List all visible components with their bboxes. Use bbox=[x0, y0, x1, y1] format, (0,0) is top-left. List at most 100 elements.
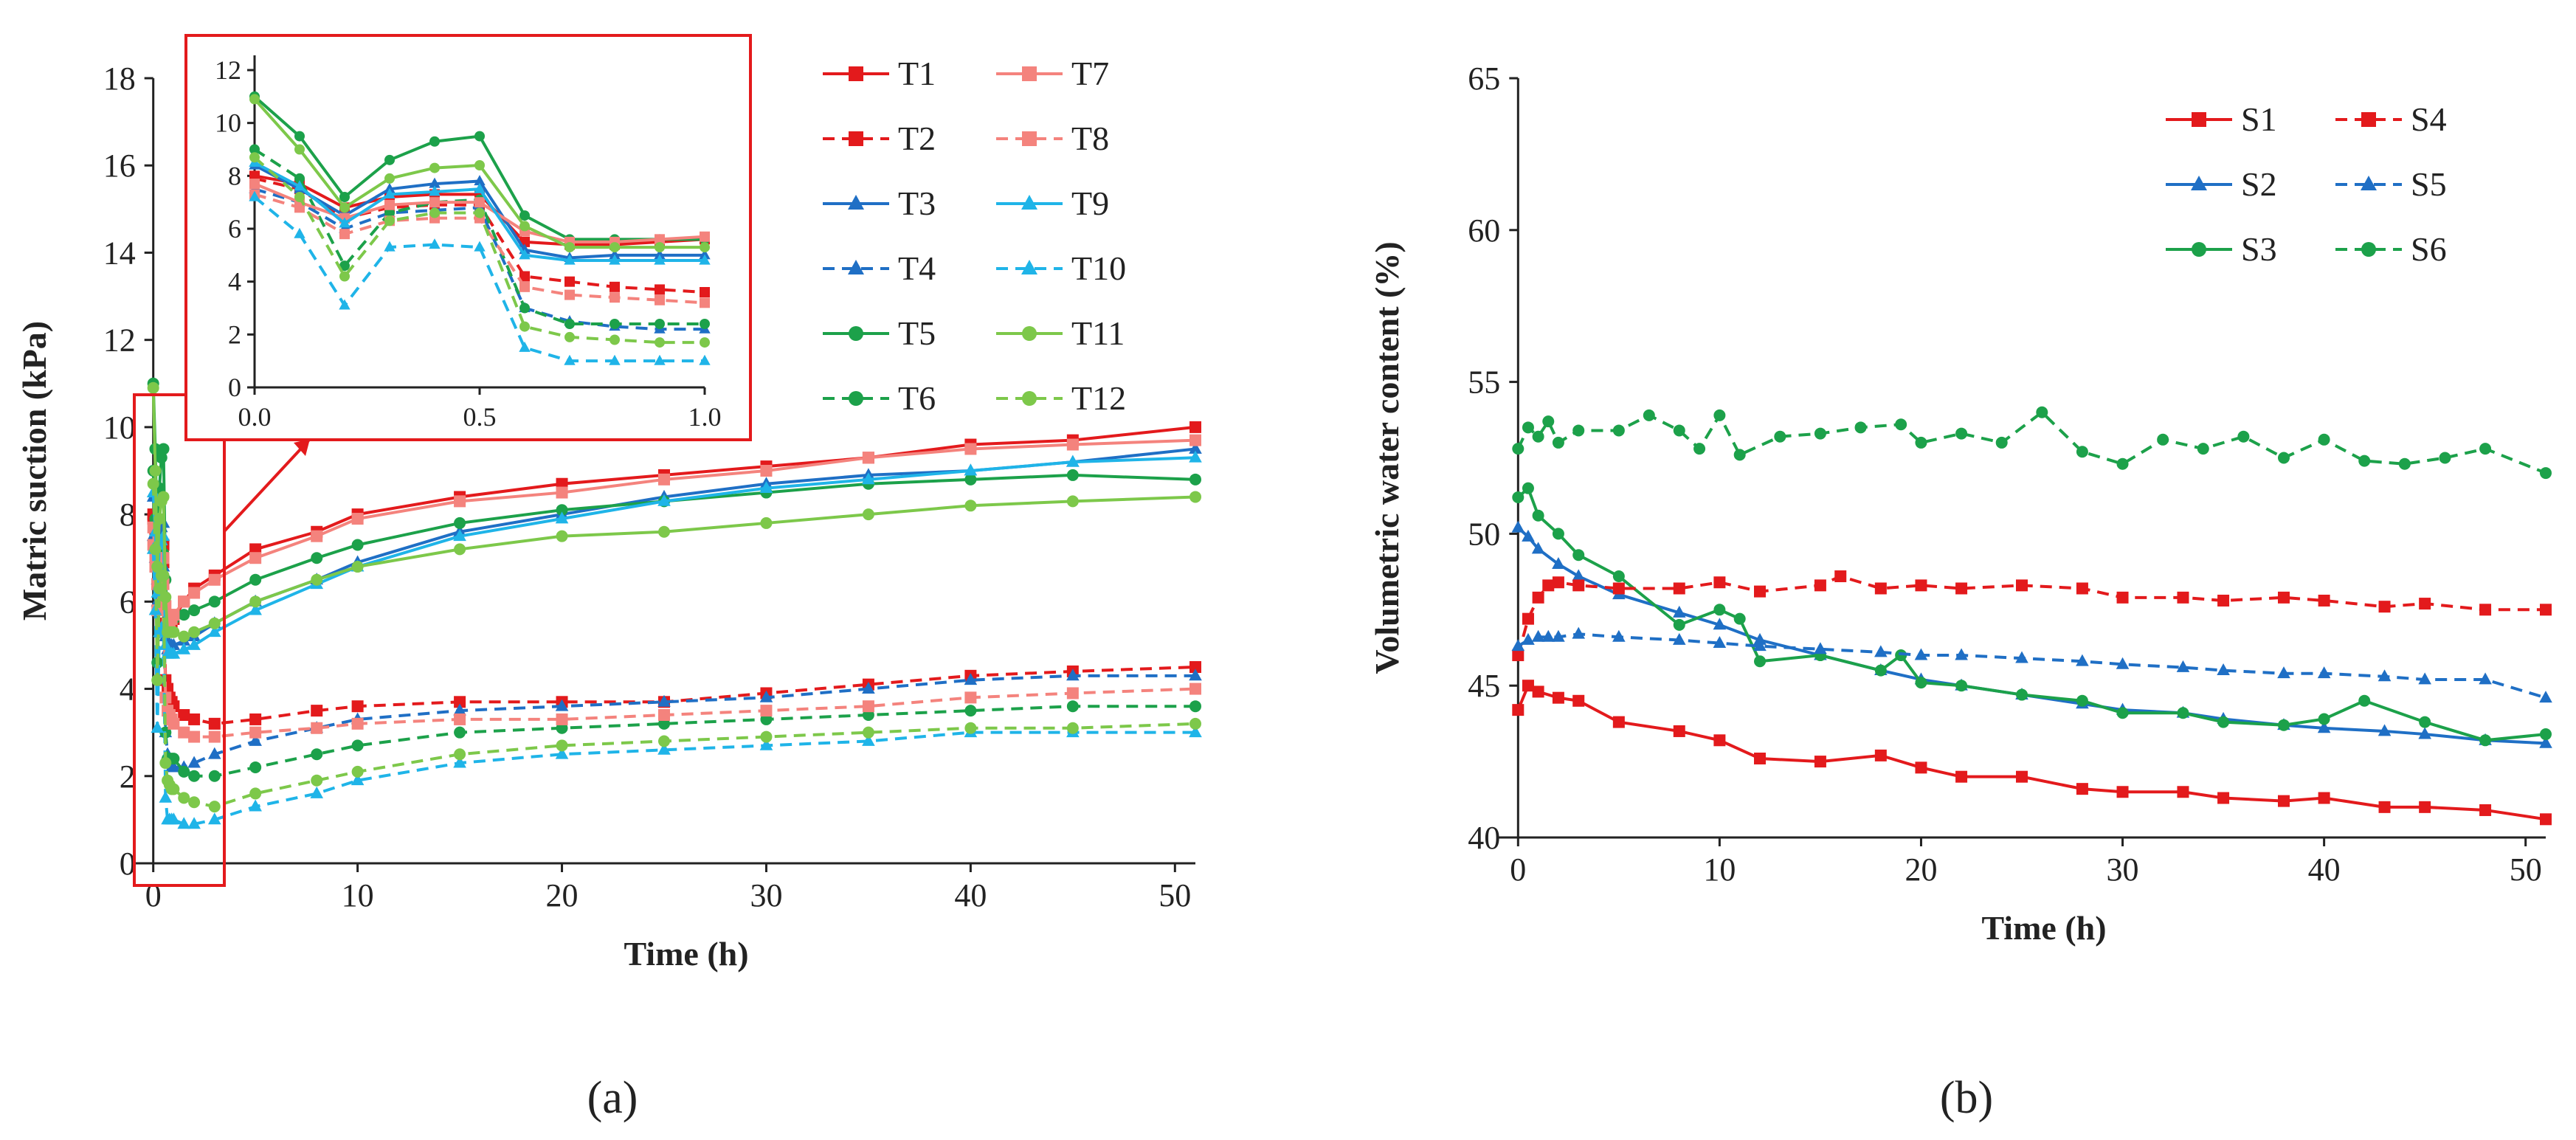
b-legend-label: S6 bbox=[2411, 230, 2447, 268]
a-inset-y-tick-label: 4 bbox=[228, 267, 241, 297]
b-point-s4 bbox=[1572, 579, 1585, 592]
b-point-s4 bbox=[2116, 591, 2129, 604]
b-point-s4 bbox=[1532, 591, 1544, 604]
b-line-s5 bbox=[1517, 632, 2546, 699]
a-inset-point-t8 bbox=[564, 289, 575, 300]
b-point-s5 bbox=[2116, 657, 2130, 669]
a-inset-point-t11 bbox=[655, 242, 665, 253]
b-point-s5 bbox=[2378, 669, 2392, 682]
a-point-t11 bbox=[149, 465, 162, 477]
a-inset-y-tick-label: 12 bbox=[215, 55, 241, 85]
b-y-tick-label: 55 bbox=[1468, 365, 1500, 401]
a-inset-point-t6 bbox=[519, 303, 530, 314]
a-inset-point-t3 bbox=[474, 175, 486, 186]
a-point-t11 bbox=[178, 630, 190, 643]
a-point-t2 bbox=[351, 700, 364, 713]
a-legend-item-t11: T11 bbox=[996, 314, 1125, 352]
a-y-tick-label: 0 bbox=[120, 846, 136, 882]
a-y-axis-label: Matric suction (kPa) bbox=[15, 321, 53, 621]
a-point-t6 bbox=[964, 705, 977, 717]
b-line-s2 bbox=[1516, 526, 2546, 745]
a-inset-series-t10 bbox=[249, 190, 711, 365]
a-inset-point-t2 bbox=[564, 276, 575, 287]
b-point-s4 bbox=[1713, 576, 1726, 589]
a-point-t12 bbox=[178, 792, 190, 804]
b-point-s5 bbox=[1522, 632, 1535, 645]
a-point-t7 bbox=[178, 595, 190, 608]
b-point-s4 bbox=[1955, 582, 1968, 595]
a-x-axis-label: Time (h) bbox=[624, 935, 748, 973]
a-point-t10 bbox=[555, 747, 569, 759]
b-legend-item-s1: S1 bbox=[2166, 100, 2277, 138]
a-point-t7 bbox=[964, 443, 977, 455]
a-point-t7 bbox=[168, 609, 180, 621]
a-inset-point-t10 bbox=[384, 241, 396, 252]
a-point-t10 bbox=[151, 721, 165, 733]
b-point-s6 bbox=[1612, 424, 1625, 437]
a-inset-point-t8 bbox=[519, 281, 530, 292]
b-point-s6 bbox=[2157, 433, 2169, 446]
a-point-t9 bbox=[1066, 455, 1080, 467]
b-point-s5 bbox=[1874, 645, 1888, 657]
a-point-t12 bbox=[862, 726, 874, 739]
a-point-t9 bbox=[453, 529, 466, 542]
b-point-s2 bbox=[1552, 556, 1565, 569]
a-inset-point-t9 bbox=[339, 217, 351, 228]
a-point-t11 bbox=[188, 626, 201, 638]
a-point-t12 bbox=[208, 801, 221, 813]
a-point-t6 bbox=[311, 748, 323, 761]
a-inset-point-t9 bbox=[654, 254, 666, 265]
a-inset-y-tick-label: 10 bbox=[215, 108, 241, 138]
b-point-s4 bbox=[1874, 582, 1887, 595]
a-point-t12 bbox=[1066, 722, 1079, 734]
b-point-s1 bbox=[1512, 704, 1524, 716]
a-x-tick-label: 0 bbox=[145, 877, 162, 913]
a-point-t12 bbox=[149, 543, 162, 556]
b-point-s6 bbox=[1532, 430, 1544, 443]
b-point-s6 bbox=[2076, 446, 2088, 458]
a-inset-point-t5 bbox=[474, 131, 485, 142]
a-point-t7 bbox=[311, 530, 323, 542]
b-point-s1 bbox=[2016, 770, 2028, 783]
b-point-s6 bbox=[2116, 457, 2129, 470]
b-line-s6 bbox=[1516, 410, 2546, 474]
b-point-s1 bbox=[2076, 783, 2088, 795]
b-x-tick-label: 20 bbox=[1905, 851, 1937, 888]
a-inset-point-t12 bbox=[429, 207, 440, 218]
b-point-s4 bbox=[1673, 582, 1685, 595]
b-point-s3 bbox=[2177, 707, 2189, 719]
a-point-t6 bbox=[454, 726, 466, 739]
b-point-s5 bbox=[1672, 632, 1686, 645]
a-legend-label: T3 bbox=[898, 184, 936, 222]
a-series-t11 bbox=[147, 381, 1201, 643]
b-point-s2 bbox=[1511, 520, 1525, 533]
a-legend-item-t10: T10 bbox=[996, 249, 1126, 287]
a-point-t8 bbox=[964, 691, 977, 704]
b-point-s1 bbox=[1955, 770, 1968, 783]
a-point-t12 bbox=[151, 674, 164, 686]
a-y-tick-label: 2 bbox=[120, 759, 136, 795]
a-inset-point-t9 bbox=[564, 254, 576, 265]
b-y-tick-label: 50 bbox=[1468, 516, 1500, 552]
a-point-t7 bbox=[862, 452, 874, 464]
a-point-t9 bbox=[657, 494, 671, 506]
a-inset-point-t9 bbox=[609, 254, 621, 265]
a-point-t9 bbox=[207, 625, 221, 638]
a-legend-label: T5 bbox=[898, 314, 936, 352]
b-point-s6 bbox=[1895, 418, 1907, 431]
b-point-s6 bbox=[2036, 406, 2048, 418]
b-point-s5 bbox=[1814, 642, 1827, 654]
a-point-t5 bbox=[556, 504, 568, 517]
b-x-tick-label: 0 bbox=[1510, 851, 1526, 888]
b-point-s6 bbox=[1733, 449, 1746, 461]
a-inset-point-t5 bbox=[384, 154, 395, 165]
a-point-t11 bbox=[153, 513, 165, 525]
a-point-t3 bbox=[1189, 441, 1202, 454]
b-point-s4 bbox=[1512, 649, 1524, 662]
b-point-s4 bbox=[2318, 594, 2330, 607]
b-point-s5 bbox=[2418, 672, 2431, 685]
a-point-t2 bbox=[1189, 661, 1201, 673]
b-legend-label: S5 bbox=[2411, 165, 2447, 203]
b-point-s1 bbox=[2217, 792, 2230, 804]
